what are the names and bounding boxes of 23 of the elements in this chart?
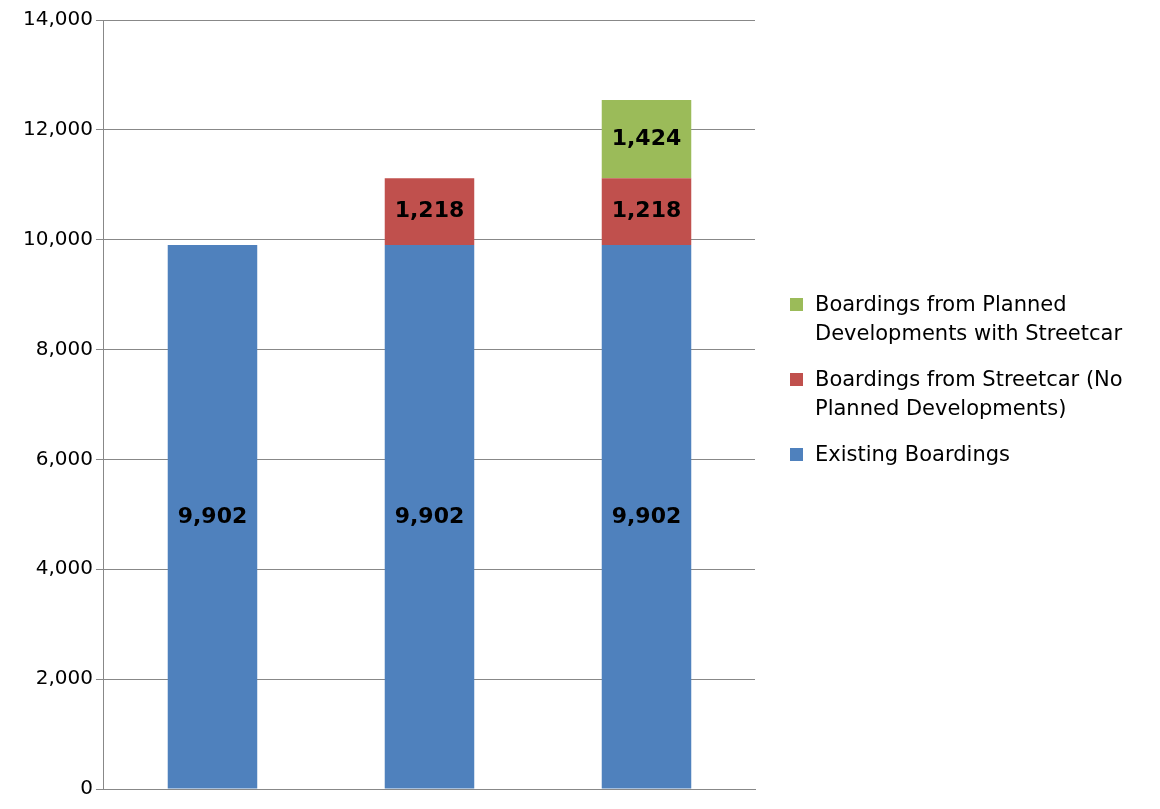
data-label: 1,424 (611, 124, 682, 150)
legend-label: Boardings from Planned Developments with Streetcar (815, 291, 1124, 348)
data-label: 1,218 (611, 197, 682, 223)
bar (601, 245, 692, 789)
legend-label: Existing Boardings (815, 440, 1010, 468)
y-tick-label: 2,000 (35, 665, 93, 690)
bar (601, 99, 692, 179)
y-tick-label: 8,000 (35, 335, 93, 360)
y-tick-label: 14,000 (23, 6, 93, 31)
data-label: 9,902 (177, 502, 248, 528)
bar (601, 178, 692, 246)
y-tick-label: 12,000 (23, 116, 93, 141)
legend-label: Boardings from Streetcar (No Planned Developments) (815, 365, 1124, 423)
data-label: 9,902 (394, 502, 465, 528)
y-tick-label: 4,000 (35, 555, 93, 580)
bar (384, 245, 475, 789)
y-tick-label: 6,000 (35, 445, 93, 470)
y-tick-label: 10,000 (23, 225, 93, 250)
data-label: 1,218 (394, 197, 465, 223)
bar (167, 245, 258, 789)
data-label: 9,902 (611, 502, 682, 528)
y-tick-label: 0 (80, 775, 93, 800)
bar (384, 178, 475, 246)
